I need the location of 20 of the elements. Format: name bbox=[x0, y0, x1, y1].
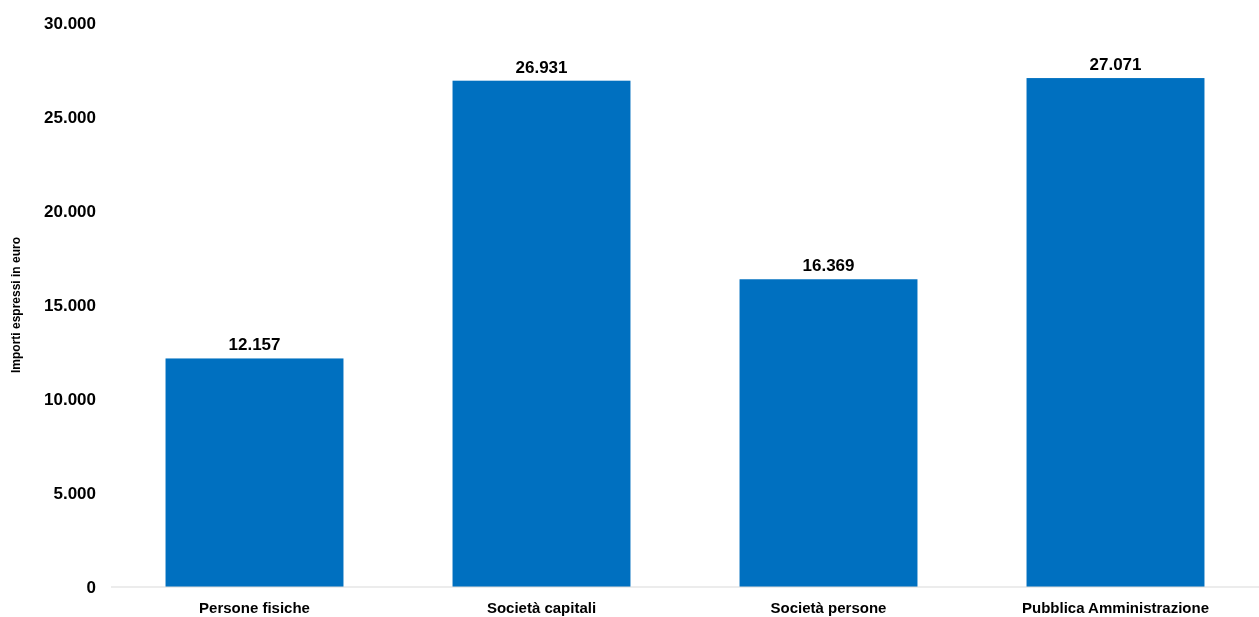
x-tick-label: Società persone bbox=[770, 599, 887, 616]
data-label: 27.071 bbox=[1089, 55, 1142, 75]
x-tick-label: Pubblica Amministrazione bbox=[1022, 599, 1209, 616]
y-tick-label: 20.000 bbox=[44, 201, 96, 221]
y-tick-label: 0 bbox=[86, 577, 96, 597]
y-tick-label: 10.000 bbox=[44, 389, 96, 409]
bar bbox=[165, 358, 344, 587]
data-label: 12.157 bbox=[228, 335, 281, 355]
data-label: 16.369 bbox=[802, 256, 855, 276]
x-tick-label: Società capitali bbox=[486, 599, 597, 616]
bar bbox=[452, 80, 631, 587]
x-tick-label: Persone fisiche bbox=[199, 599, 310, 616]
bar bbox=[1026, 78, 1205, 587]
y-axis-title: Importi espressi in euro bbox=[9, 236, 23, 374]
bar bbox=[739, 279, 918, 587]
y-tick-label: 30.000 bbox=[44, 13, 96, 33]
data-label: 26.931 bbox=[515, 57, 568, 77]
y-tick-label: 25.000 bbox=[44, 107, 96, 127]
y-tick-label: 5.000 bbox=[53, 483, 96, 503]
y-tick-label: 15.000 bbox=[44, 295, 96, 315]
